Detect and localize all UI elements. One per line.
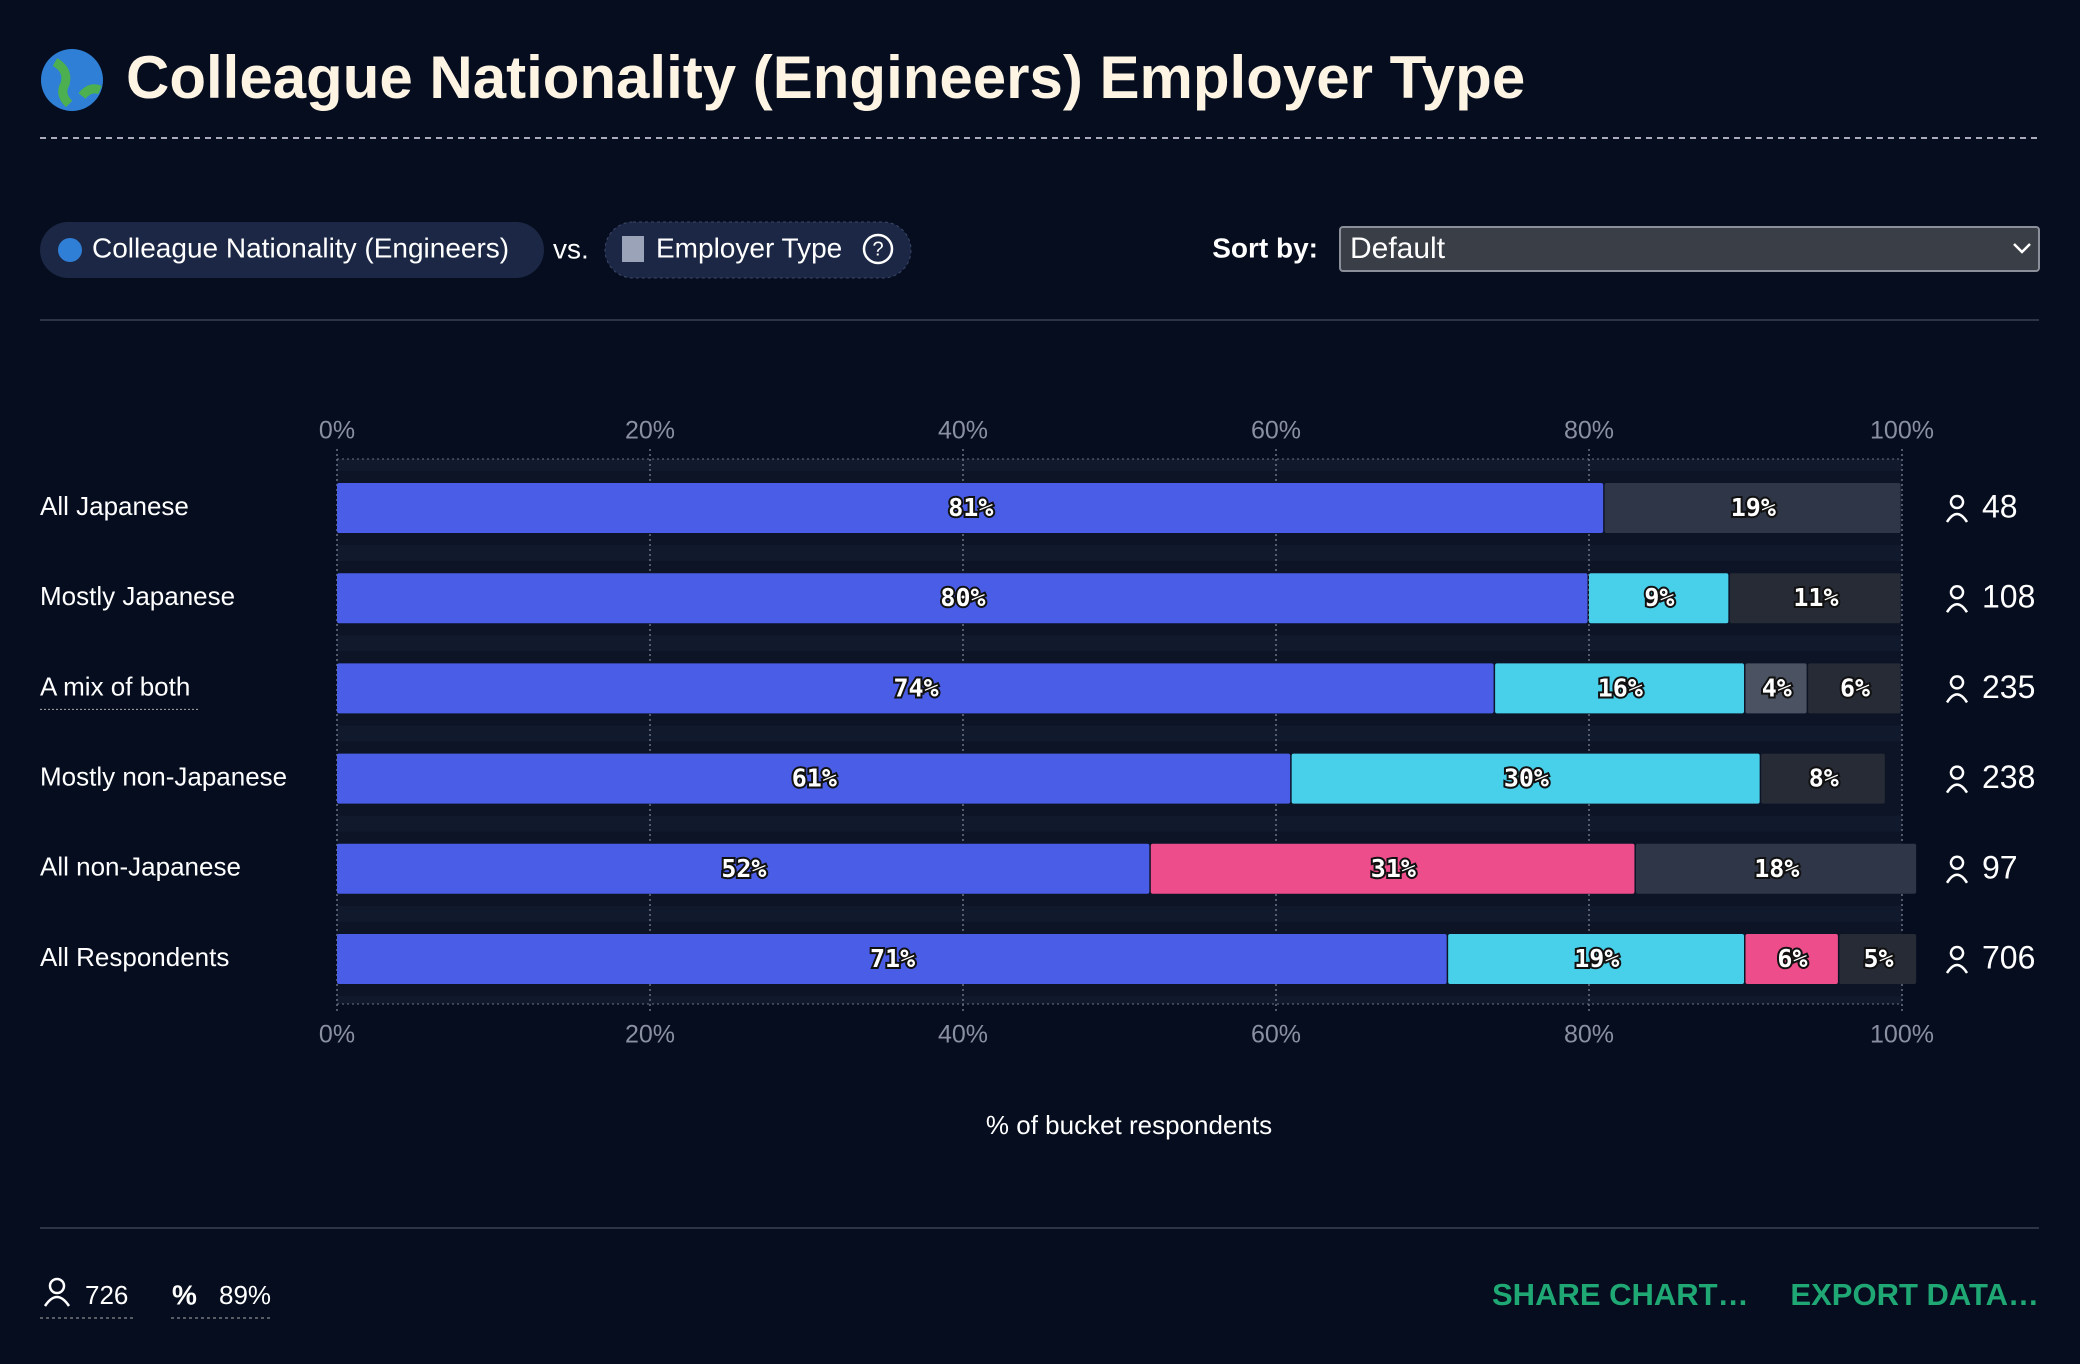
bar-segment bbox=[1808, 663, 1901, 714]
person-icon bbox=[43, 1277, 71, 1307]
x-tick-label: 40% bbox=[938, 1021, 988, 1049]
row-count: 238 bbox=[1982, 759, 2035, 795]
value-label: 6% bbox=[1840, 673, 1870, 702]
person-icon bbox=[1945, 855, 1969, 884]
value-label: 74% bbox=[893, 673, 938, 702]
variable-b-pill[interactable] bbox=[604, 221, 912, 279]
value-label: 4% bbox=[1762, 673, 1792, 702]
x-tick-label: 80% bbox=[1564, 417, 1614, 445]
x-tick-label: 100% bbox=[1870, 417, 1934, 445]
bar-segment bbox=[1495, 663, 1744, 714]
sort-select[interactable] bbox=[1339, 226, 2040, 272]
value-label: 18% bbox=[1754, 854, 1799, 883]
bar-segment bbox=[1448, 934, 1744, 984]
percent-icon: % bbox=[172, 1279, 197, 1310]
share-button[interactable]: SHARE CHART… bbox=[1492, 1277, 1749, 1312]
export-button[interactable]: EXPORT DATA… bbox=[1790, 1277, 2039, 1312]
bar-segment bbox=[1761, 753, 1885, 804]
x-tick-label: 60% bbox=[1251, 1021, 1301, 1049]
x-tick-label: 100% bbox=[1870, 1021, 1934, 1049]
x-axis-label: % of bucket respondents bbox=[986, 1110, 1272, 1140]
value-label: 52% bbox=[721, 854, 766, 883]
value-label: 61% bbox=[792, 764, 837, 793]
value-label: 5% bbox=[1863, 944, 1893, 973]
row-count: 235 bbox=[1982, 669, 2035, 705]
building-icon bbox=[622, 236, 644, 262]
variable-a: Colleague Nationality (Engineers) bbox=[92, 232, 509, 263]
globe-icon-small bbox=[58, 238, 82, 262]
value-label: 6% bbox=[1777, 944, 1807, 973]
chart: 0% 0% 20% 20% 40% 40% 60% 60% 80% 80% 100% 100% All … bbox=[40, 417, 2035, 1140]
category-label: A mix of both bbox=[40, 671, 190, 701]
sort-value: Default bbox=[1350, 232, 1446, 265]
bar-segment bbox=[1150, 843, 1635, 894]
x-tick-label: 60% bbox=[1251, 417, 1301, 445]
help-mark: ? bbox=[872, 238, 883, 260]
bar-segment bbox=[1839, 934, 1917, 984]
person-icon bbox=[1945, 675, 1969, 704]
bar-segment bbox=[1635, 843, 1917, 894]
row-count: 48 bbox=[1982, 488, 2018, 524]
value-label: 71% bbox=[870, 944, 915, 973]
value-label: 80% bbox=[940, 583, 985, 612]
x-tick-label: 0% bbox=[319, 1021, 355, 1049]
globe-icon bbox=[41, 49, 103, 111]
person-icon bbox=[1945, 945, 1969, 974]
x-tick-label: 80% bbox=[1564, 1021, 1614, 1049]
bar-segment bbox=[337, 663, 1494, 714]
title: Colleague Nationality (Engineers) Employ… bbox=[126, 44, 1525, 111]
plot-background bbox=[337, 459, 1902, 1004]
bar-segment bbox=[1745, 663, 1807, 714]
bar-segment bbox=[337, 483, 1604, 533]
x-tick-label: 20% bbox=[625, 1021, 675, 1049]
row-count: 706 bbox=[1982, 939, 2035, 975]
x-tick-label: 20% bbox=[625, 417, 675, 445]
variable-b: Employer Type bbox=[656, 232, 842, 263]
x-tick-label: 40% bbox=[938, 417, 988, 445]
value-label: 11% bbox=[1793, 583, 1838, 612]
category-label: All non-Japanese bbox=[40, 852, 241, 882]
bar-segment bbox=[337, 753, 1291, 804]
value-label: 30% bbox=[1504, 764, 1549, 793]
value-label: 31% bbox=[1371, 854, 1416, 883]
bar-segment bbox=[337, 934, 1447, 984]
bar-segment bbox=[1604, 483, 1901, 533]
category-label: Mostly non-Japanese bbox=[40, 761, 287, 791]
value-label: 19% bbox=[1731, 493, 1776, 522]
row-count: 108 bbox=[1982, 579, 2035, 615]
value-label: 16% bbox=[1598, 673, 1643, 702]
versus: vs. bbox=[553, 233, 589, 264]
category-label: All Japanese bbox=[40, 491, 189, 521]
bar-segment bbox=[337, 843, 1150, 894]
value-label: 19% bbox=[1574, 944, 1619, 973]
select-arrow bbox=[2013, 243, 2031, 254]
value-label: 8% bbox=[1809, 764, 1839, 793]
category-label: Mostly Japanese bbox=[40, 581, 235, 611]
value-label: 81% bbox=[948, 493, 993, 522]
bar-segment bbox=[1291, 753, 1760, 804]
category-label: All Respondents bbox=[40, 942, 229, 972]
bar-segment bbox=[1589, 573, 1729, 624]
person-icon bbox=[1945, 584, 1969, 613]
person-icon bbox=[1945, 765, 1969, 794]
variable-a-pill[interactable] bbox=[40, 222, 544, 278]
person-icon bbox=[1945, 494, 1969, 523]
bar-segment bbox=[337, 573, 1588, 624]
help-icon[interactable] bbox=[862, 233, 894, 265]
row-count: 97 bbox=[1982, 849, 2018, 885]
footer-respondents: 726 bbox=[85, 1280, 128, 1310]
footer-percent: 89% bbox=[219, 1280, 271, 1310]
sort-label: Sort by: bbox=[1212, 232, 1318, 263]
value-label: 9% bbox=[1644, 583, 1674, 612]
x-tick-label: 0% bbox=[319, 417, 355, 445]
bar-segment bbox=[1729, 573, 1901, 624]
bar-segment bbox=[1745, 934, 1838, 984]
